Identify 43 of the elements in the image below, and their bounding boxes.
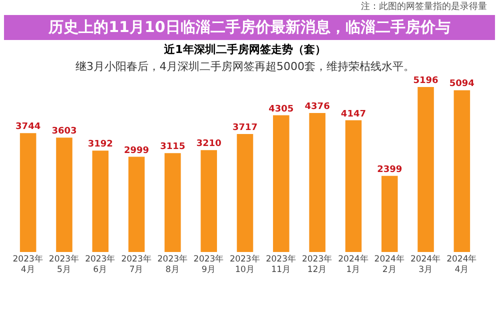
data-label: 4376 bbox=[304, 102, 330, 112]
bar bbox=[345, 120, 362, 252]
data-label: 5196 bbox=[413, 76, 438, 86]
x-tick-label: 2024年1月 bbox=[338, 254, 369, 275]
data-label: 5094 bbox=[449, 79, 474, 90]
bar bbox=[236, 134, 254, 252]
bar bbox=[418, 87, 434, 252]
bar bbox=[454, 90, 470, 252]
x-tick-label: 2023年12月 bbox=[302, 254, 333, 275]
data-label: 3603 bbox=[52, 126, 77, 137]
data-label: 2399 bbox=[377, 164, 402, 175]
x-tick-label: 2023年9月 bbox=[194, 254, 224, 275]
chart-title: 近1年深圳二手房网签走势（套） bbox=[163, 43, 326, 56]
data-label: 3115 bbox=[160, 142, 186, 152]
x-tick-label: 2023年7月 bbox=[121, 254, 152, 275]
x-tick-label: 2023年6月 bbox=[85, 254, 116, 275]
x-tick-label: 2024年4月 bbox=[446, 254, 478, 275]
bar bbox=[309, 113, 326, 252]
x-tick-label: 2023年5月 bbox=[48, 254, 80, 275]
bar bbox=[20, 133, 36, 252]
text: 注：此图的网签量指的是录得量 bbox=[360, 0, 488, 14]
data-label: 3192 bbox=[88, 140, 113, 150]
x-tick-label: 2023年8月 bbox=[157, 254, 188, 275]
x-tick-label: 2024年3月 bbox=[410, 254, 442, 275]
bar bbox=[92, 150, 109, 252]
x-tick-label: 2023年4月 bbox=[12, 254, 44, 275]
bar bbox=[200, 150, 217, 252]
chart-subtitle: 继3月小阳春后，4月深圳二手房网签再超5000套，维持荣枯线水平。 bbox=[76, 60, 414, 73]
bar bbox=[164, 153, 181, 252]
bar bbox=[56, 138, 72, 252]
data-label: 3744 bbox=[16, 122, 41, 132]
bar bbox=[273, 115, 290, 252]
x-tick-label: 2024年2月 bbox=[374, 254, 405, 275]
data-label: 2999 bbox=[124, 146, 150, 156]
data-label: 4305 bbox=[268, 104, 294, 114]
x-tick-label: 2023年10月 bbox=[230, 254, 260, 275]
data-label: 3210 bbox=[196, 139, 222, 150]
x-tick-label: 2023年11月 bbox=[266, 254, 296, 275]
bar bbox=[128, 156, 145, 252]
data-label: 3717 bbox=[232, 122, 258, 133]
data-label: 4147 bbox=[340, 109, 366, 120]
text: 历史上的11月10日临淄二手房价最新消息，临淄二手房价与 bbox=[4, 15, 495, 40]
bar bbox=[381, 176, 398, 252]
